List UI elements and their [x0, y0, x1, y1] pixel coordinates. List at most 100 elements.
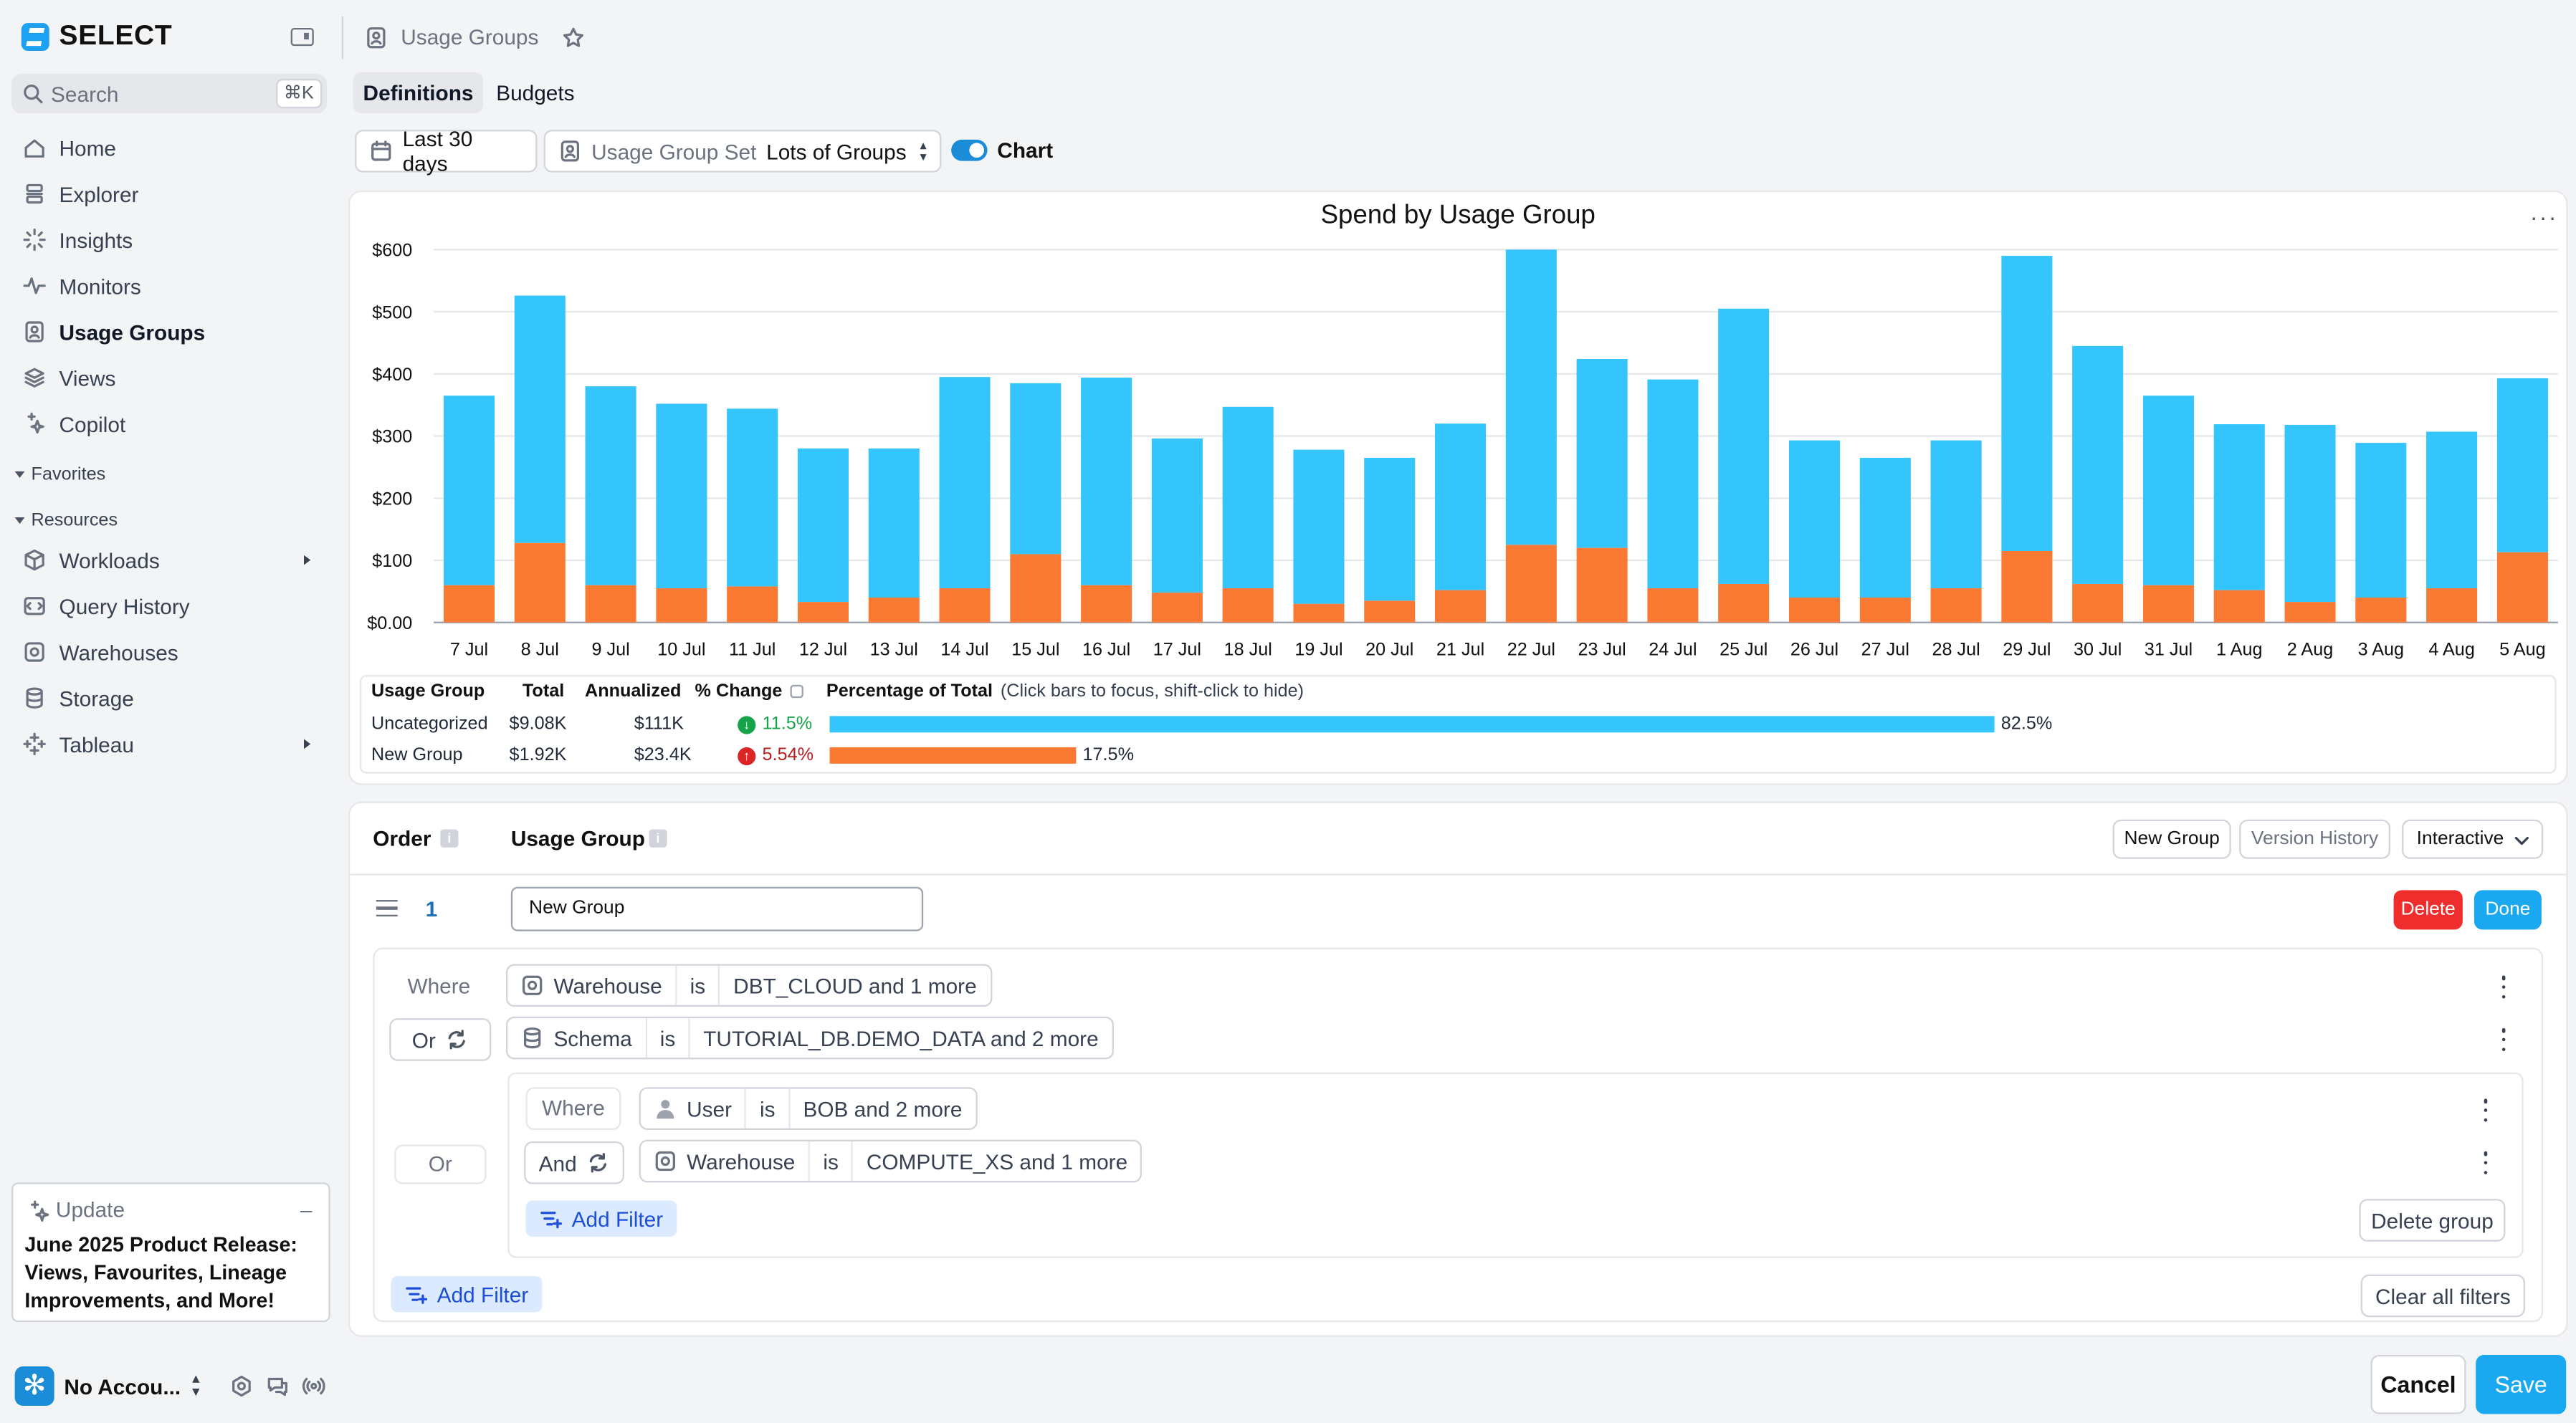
filter-chip[interactable]: Warehouse is COMPUTE_XS and 1 more: [639, 1139, 1142, 1183]
bar-uncategorized[interactable]: [1222, 406, 1274, 589]
bar-new-group[interactable]: [1859, 598, 1911, 623]
chart-toggle[interactable]: [951, 139, 988, 161]
delete-button[interactable]: Delete: [2393, 890, 2463, 930]
bar-new-group[interactable]: [797, 602, 849, 623]
bar-uncategorized[interactable]: [514, 295, 566, 543]
minimize-icon[interactable]: –: [300, 1197, 313, 1222]
bar-new-group[interactable]: [2142, 585, 2194, 623]
sidebar-item-copilot[interactable]: Copilot: [23, 406, 125, 441]
bar-new-group[interactable]: [514, 542, 566, 623]
bar-new-group[interactable]: [1435, 590, 1487, 623]
bar-uncategorized[interactable]: [1930, 440, 1982, 589]
brand-logo[interactable]: SELECT: [21, 20, 173, 53]
bar-new-group[interactable]: [1222, 588, 1274, 623]
chart-menu-icon[interactable]: ···: [2529, 203, 2558, 230]
bar-new-group[interactable]: [656, 588, 707, 623]
info-icon[interactable]: i: [649, 829, 667, 848]
bar-uncategorized[interactable]: [2142, 396, 2194, 585]
bar-new-group[interactable]: [2496, 552, 2548, 623]
bar-new-group[interactable]: [1788, 598, 1841, 623]
bar-uncategorized[interactable]: [1576, 359, 1628, 548]
new-group-button[interactable]: New Group: [2112, 819, 2231, 859]
resources-section[interactable]: Resources: [14, 511, 118, 530]
sidebar-item-workloads[interactable]: Workloads: [23, 542, 311, 578]
info-icon[interactable]: [790, 684, 803, 699]
bar-new-group[interactable]: [1718, 583, 1770, 623]
mode-select[interactable]: Interactive: [2402, 819, 2544, 859]
bar-new-group[interactable]: [2284, 602, 2336, 623]
date-range-button[interactable]: Last 30 days: [355, 126, 538, 176]
done-button[interactable]: Done: [2474, 890, 2542, 930]
tab-definitions[interactable]: Definitions: [353, 72, 484, 114]
bar-new-group[interactable]: [1293, 603, 1345, 623]
bar-uncategorized[interactable]: [2355, 443, 2407, 598]
collapse-sidebar-icon[interactable]: [290, 27, 314, 47]
bar-uncategorized[interactable]: [1010, 383, 1062, 555]
account-switcher[interactable]: ✻ No Accou... ▴ ▾: [14, 1365, 216, 1408]
sidebar-item-storage[interactable]: Storage: [23, 680, 134, 716]
bar-uncategorized[interactable]: [2426, 431, 2478, 589]
bar-new-group[interactable]: [2426, 588, 2478, 623]
bar-new-group[interactable]: [1151, 593, 1203, 623]
bar-uncategorized[interactable]: [727, 408, 778, 587]
bar-uncategorized[interactable]: [1647, 379, 1699, 589]
bar-uncategorized[interactable]: [1859, 457, 1911, 598]
bar-new-group[interactable]: [1010, 554, 1062, 623]
bar-new-group[interactable]: [1505, 545, 1557, 623]
sidebar-item-views[interactable]: Views: [23, 360, 115, 396]
bar-uncategorized[interactable]: [2213, 424, 2265, 590]
sidebar-item-usage-groups[interactable]: Usage Groups: [23, 314, 205, 350]
bar-uncategorized[interactable]: [1505, 249, 1557, 545]
sidebar-item-home[interactable]: Home: [23, 130, 116, 166]
settings-icon[interactable]: [230, 1374, 253, 1397]
or-combinator[interactable]: Or: [394, 1144, 487, 1184]
bar-uncategorized[interactable]: [1364, 457, 1416, 601]
more-icon[interactable]: [2482, 1151, 2489, 1174]
bar-uncategorized[interactable]: [2284, 424, 2336, 603]
tab-budgets[interactable]: Budgets: [496, 80, 575, 105]
bar-uncategorized[interactable]: [797, 448, 849, 603]
search-input[interactable]: Search ⌘K: [11, 74, 328, 114]
sidebar-item-insights[interactable]: Insights: [23, 221, 133, 257]
bar-new-group[interactable]: [1364, 600, 1416, 623]
legend-pct-bar[interactable]: [829, 716, 1995, 733]
add-filter-button[interactable]: Add Filter: [525, 1200, 677, 1237]
filter-chip[interactable]: Schema is TUTORIAL_DB.DEMO_DATA and 2 mo…: [505, 1016, 1114, 1060]
bar-new-group[interactable]: [443, 585, 495, 623]
bar-uncategorized[interactable]: [868, 448, 920, 598]
bar-new-group[interactable]: [727, 586, 778, 623]
and-combinator[interactable]: And: [524, 1141, 624, 1184]
bar-uncategorized[interactable]: [2001, 256, 2053, 551]
bar-uncategorized[interactable]: [2072, 345, 2124, 584]
sidebar-item-explorer[interactable]: Explorer: [23, 176, 139, 211]
chat-icon[interactable]: [266, 1374, 289, 1397]
delete-group-button[interactable]: Delete group: [2359, 1199, 2506, 1242]
sidebar-item-query-history[interactable]: Query History: [23, 588, 190, 624]
legend-pct-bar[interactable]: [829, 747, 1077, 764]
bar-new-group[interactable]: [1647, 588, 1699, 623]
more-icon[interactable]: [2501, 975, 2507, 999]
bar-uncategorized[interactable]: [1151, 439, 1203, 593]
star-icon[interactable]: [562, 26, 585, 49]
bar-new-group[interactable]: [2355, 598, 2407, 623]
bar-uncategorized[interactable]: [1435, 423, 1487, 590]
bar-uncategorized[interactable]: [656, 403, 707, 589]
filter-chip[interactable]: User is BOB and 2 more: [639, 1087, 978, 1130]
filter-chip[interactable]: Warehouse is DBT_CLOUD and 1 more: [505, 964, 992, 1007]
bar-new-group[interactable]: [2001, 550, 2053, 623]
bar-new-group[interactable]: [1576, 547, 1628, 623]
more-icon[interactable]: [2482, 1098, 2489, 1122]
sidebar-item-tableau[interactable]: Tableau: [23, 726, 311, 762]
add-filter-button[interactable]: Add Filter: [391, 1275, 542, 1313]
bar-new-group[interactable]: [868, 598, 920, 623]
legend-row-name[interactable]: New Group: [371, 745, 463, 766]
bar-new-group[interactable]: [1081, 585, 1132, 623]
bar-uncategorized[interactable]: [1293, 449, 1345, 604]
save-button[interactable]: Save: [2476, 1354, 2567, 1414]
group-name-input[interactable]: New Group: [510, 886, 924, 931]
bar-new-group[interactable]: [939, 588, 991, 623]
bar-uncategorized[interactable]: [2496, 378, 2548, 552]
favorites-section[interactable]: Favorites: [14, 465, 105, 484]
info-icon[interactable]: i: [440, 829, 459, 848]
more-icon[interactable]: [2501, 1027, 2507, 1051]
